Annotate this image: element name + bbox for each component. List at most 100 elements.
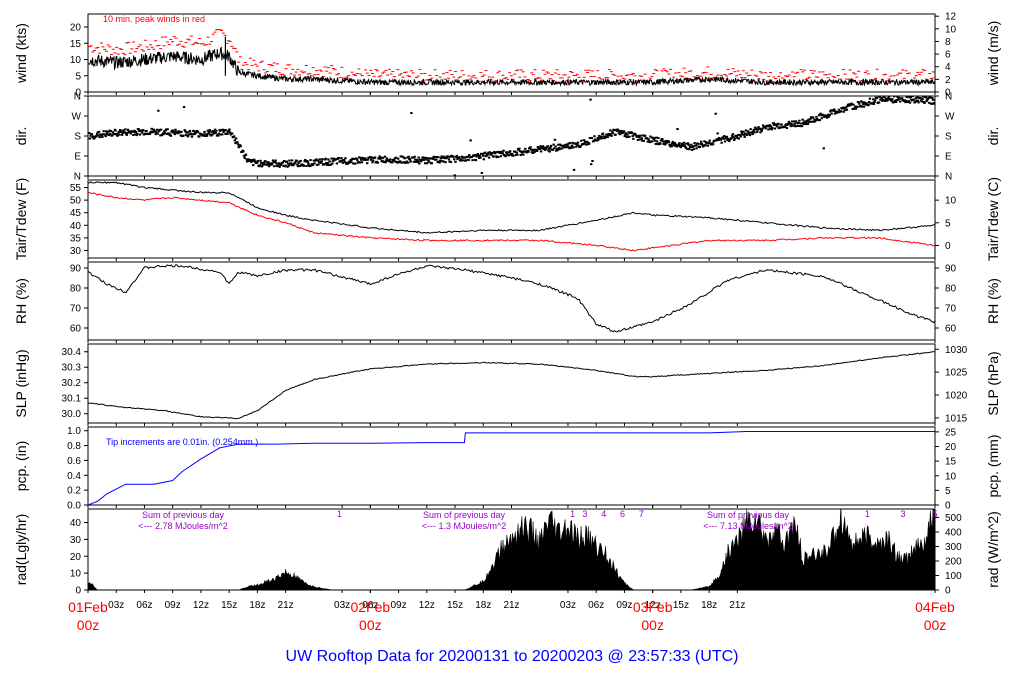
direction-point (977, 98, 979, 100)
time-tick-label: 21z (278, 600, 294, 611)
direction-point (371, 159, 375, 162)
direction-point (498, 151, 501, 154)
ytick-label-left: 30.4 (62, 347, 82, 358)
direction-point (123, 131, 126, 134)
direction-point (523, 150, 526, 153)
direction-point (463, 156, 466, 159)
direction-point (565, 146, 569, 149)
direction-point (580, 139, 583, 142)
ytick-label-right: 80 (945, 284, 957, 295)
direction-point (95, 133, 99, 136)
direction-point (186, 131, 189, 134)
direction-point (975, 147, 977, 149)
direction-point (100, 134, 103, 137)
ytick-label-left: E (74, 152, 81, 163)
direction-point (715, 139, 718, 142)
direction-point (134, 133, 137, 136)
direction-point (204, 134, 208, 137)
direction-point (360, 158, 363, 161)
direction-point (956, 105, 958, 107)
direction-point (826, 115, 829, 118)
direction-point (478, 154, 482, 157)
direction-point (213, 128, 217, 131)
direction-point (157, 130, 161, 133)
direction-point (178, 131, 182, 134)
direction-point (296, 165, 300, 168)
ytick-label-left: 10 (70, 569, 82, 580)
direction-point (693, 142, 696, 145)
direction-point (454, 160, 457, 163)
daily-total-line1: Sum of previous day (142, 510, 225, 520)
meteogram-chart: wind (kts) wind (m/s)0510152002468101210 … (13, 12, 1001, 633)
direction-point (526, 151, 529, 154)
direction-point (829, 109, 833, 112)
direction-point (618, 130, 621, 133)
direction-point (644, 134, 647, 137)
direction-point (937, 101, 939, 103)
direction-point (751, 133, 754, 136)
direction-point (343, 161, 347, 164)
ytick-label-right: 1025 (945, 368, 968, 379)
direction-point (787, 120, 791, 123)
direction-point (783, 125, 787, 128)
direction-point (960, 101, 962, 103)
direction-point (236, 143, 240, 146)
direction-point (388, 160, 391, 163)
ytick-label-left: 15 (70, 39, 82, 50)
direction-point (169, 133, 172, 136)
direction-point (475, 155, 478, 158)
direction-point (546, 145, 549, 148)
direction-point (328, 160, 331, 163)
direction-point (107, 130, 110, 133)
direction-point (964, 167, 966, 169)
direction-point (418, 158, 422, 161)
direction-point (975, 98, 977, 100)
direction-point (920, 99, 923, 102)
direction-point (121, 131, 124, 134)
direction-point (439, 157, 443, 160)
time-tick-label: 09z (616, 600, 632, 611)
direction-point (155, 131, 158, 134)
direction-point (116, 132, 120, 135)
direction-point (597, 134, 601, 137)
direction-point (557, 143, 560, 146)
direction-point (514, 154, 518, 157)
direction-point (715, 138, 719, 141)
direction-point (685, 142, 688, 145)
panel-rh: RH (%) RH (%) 60 70 80 90 60 70 80 90 (13, 261, 1001, 343)
direction-point (701, 144, 704, 147)
direction-point (272, 160, 275, 163)
data-layer (88, 351, 935, 420)
direction-point (539, 145, 542, 148)
direction-point (165, 133, 169, 136)
direction-point (358, 156, 361, 159)
direction-point (588, 137, 592, 140)
ytick-label-right: 10 (945, 196, 957, 207)
direction-point (877, 101, 881, 104)
panel-precip: pcp. (in) pcp. (mm) 0.0 0.2 0.4 0.6 0.8 1.0 0 5 10… (13, 426, 1001, 511)
direction-point (657, 143, 661, 146)
direction-point (324, 157, 327, 160)
direction-point (854, 107, 858, 110)
direction-point (570, 146, 573, 149)
direction-point (269, 162, 273, 165)
direction-point (626, 135, 630, 138)
direction-point (711, 143, 715, 146)
direction-point (423, 156, 426, 159)
direction-point (279, 163, 283, 166)
direction-point (520, 150, 523, 153)
direction-point (746, 133, 749, 136)
direction-point (396, 157, 400, 160)
direction-point (841, 106, 845, 109)
direction-point (908, 96, 911, 99)
direction-point (131, 130, 134, 133)
direction-point (466, 155, 470, 158)
direction-point (593, 135, 596, 138)
direction-point (369, 158, 373, 161)
direction-point (255, 161, 259, 164)
direction-point (591, 160, 594, 163)
direction-point (736, 134, 740, 137)
direction-point (405, 160, 408, 163)
direction-point (267, 165, 271, 168)
direction-point (586, 143, 589, 146)
